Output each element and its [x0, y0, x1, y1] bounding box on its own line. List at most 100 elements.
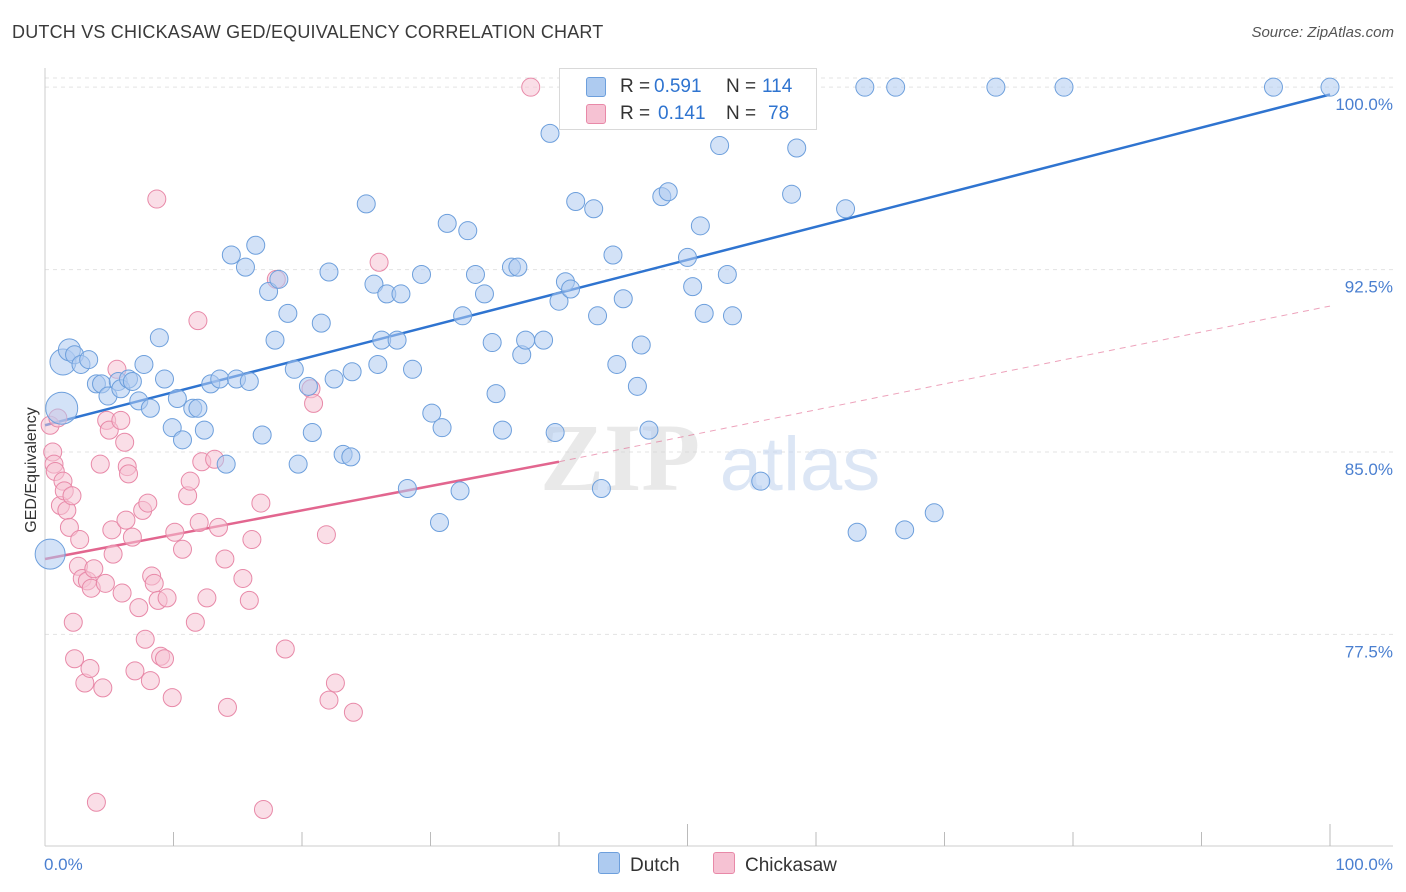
chickasaw-point [304, 393, 324, 413]
dutch-point [678, 247, 697, 267]
dutch-point [432, 418, 452, 438]
dutch-legend-label: Dutch [630, 855, 680, 876]
chickasaw-point [189, 513, 209, 533]
dutch-point [924, 503, 944, 523]
legend-item-chickasaw[interactable]: Chickasaw [713, 852, 837, 877]
dutch-point [613, 289, 633, 309]
dutch-point [302, 423, 322, 443]
chickasaw-point [217, 697, 237, 717]
dutch-point [235, 257, 255, 277]
dutch-point [149, 328, 169, 348]
y-tick-label: 100.0% [1335, 95, 1393, 114]
dutch-point [134, 354, 154, 374]
source-credit: Source: ZipAtlas.com [1251, 24, 1394, 41]
dutch-point [492, 420, 512, 440]
dutch-n-value: 114 [762, 76, 793, 97]
dutch-point [269, 269, 289, 289]
tick-labels: 77.5% 85.0% 92.5% 100.0% 0.0% 100.0% [44, 95, 1393, 874]
dutch-point [265, 330, 285, 350]
chickasaw-point [115, 432, 135, 452]
chickasaw-point [95, 573, 115, 593]
chickasaw-point [325, 673, 345, 693]
dutch-point [450, 481, 470, 501]
chickasaw-point [275, 639, 295, 659]
dutch-point [751, 471, 771, 491]
chickasaw-point [129, 598, 149, 618]
dutch-legend-swatch [598, 852, 620, 874]
dutch-point [561, 279, 581, 299]
dutch-point [787, 138, 807, 158]
dutch-point [710, 136, 730, 156]
watermark-zip: ZIP [540, 404, 700, 511]
dutch-point [591, 478, 611, 498]
chickasaw-point [253, 800, 273, 820]
chickasaw-point [138, 493, 158, 513]
dutch-point [895, 520, 915, 540]
dutch-point [986, 77, 1006, 97]
dutch-point [482, 333, 502, 353]
dutch-point [1263, 77, 1283, 97]
chickasaw-point [122, 527, 142, 547]
chickasaw-legend-label: Chickasaw [745, 855, 837, 876]
chickasaw-point [343, 702, 363, 722]
chickasaw-points [40, 77, 541, 820]
dutch-point [453, 306, 473, 326]
chickasaw-point [116, 510, 136, 530]
chickasaw-point [165, 522, 185, 542]
chickasaw-r-label: R = [620, 103, 651, 124]
chickasaw-point [172, 539, 192, 559]
dutch-point [368, 354, 388, 374]
dutch-point [607, 354, 627, 374]
dutch-point [782, 184, 802, 204]
dutch-point [210, 369, 230, 389]
chickasaw-point [251, 493, 271, 513]
y-axis-label: GED/Equivalency [23, 407, 40, 532]
dutch-swatch [586, 77, 606, 97]
y-tick-label: 92.5% [1345, 278, 1393, 297]
dutch-point [437, 213, 457, 233]
chickasaw-point [140, 671, 160, 691]
dutch-point [397, 478, 417, 498]
chickasaw-n-value: 78 [768, 103, 790, 124]
dutch-point [259, 281, 279, 301]
dutch-point [603, 245, 623, 265]
dutch-point [1054, 77, 1074, 97]
correlation-legend: R = 0.591 N = 114 R = 0.141 N = 78 [559, 68, 817, 130]
chickasaw-point [242, 530, 262, 550]
dutch-point [356, 194, 376, 214]
dutch-point [465, 264, 485, 284]
chickasaw-point [316, 525, 336, 545]
grid-lines [45, 77, 1393, 635]
dutch-point [722, 306, 742, 326]
dutch-point [221, 245, 241, 265]
y-tick-label: 77.5% [1345, 642, 1393, 661]
dutch-point [364, 274, 384, 294]
chickasaw-point [135, 629, 155, 649]
chickasaw-point [65, 649, 85, 669]
chickasaw-n-label: N = [726, 103, 757, 124]
dutch-point [508, 257, 528, 277]
chickasaw-point [62, 486, 82, 506]
legend-item-dutch[interactable]: Dutch [598, 852, 680, 877]
dutch-point [140, 398, 160, 418]
dutch-point [631, 335, 651, 355]
dutch-point [458, 221, 478, 241]
dutch-point [278, 303, 298, 323]
dutch-point [155, 369, 175, 389]
dutch-r-label: R = [620, 76, 651, 97]
chickasaw-point [155, 649, 175, 669]
dutch-point [516, 330, 536, 350]
dutch-point [342, 362, 362, 382]
chickasaw-swatch [586, 104, 606, 124]
chickasaw-point [319, 690, 339, 710]
chickasaw-point [80, 658, 100, 678]
dutch-point [387, 330, 407, 350]
chickasaw-point [59, 517, 79, 537]
dutch-points [34, 77, 1340, 570]
dutch-point [588, 306, 608, 326]
dutch-point [188, 398, 208, 418]
dutch-point [855, 77, 875, 97]
dutch-point [412, 264, 432, 284]
dutch-point [486, 384, 506, 404]
